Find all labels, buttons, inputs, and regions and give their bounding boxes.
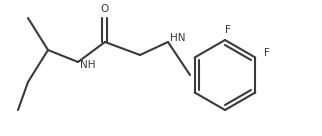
Text: HN: HN [170,33,185,43]
Text: F: F [264,47,270,58]
Text: F: F [225,25,231,35]
Text: NH: NH [80,60,96,70]
Text: O: O [101,4,109,14]
